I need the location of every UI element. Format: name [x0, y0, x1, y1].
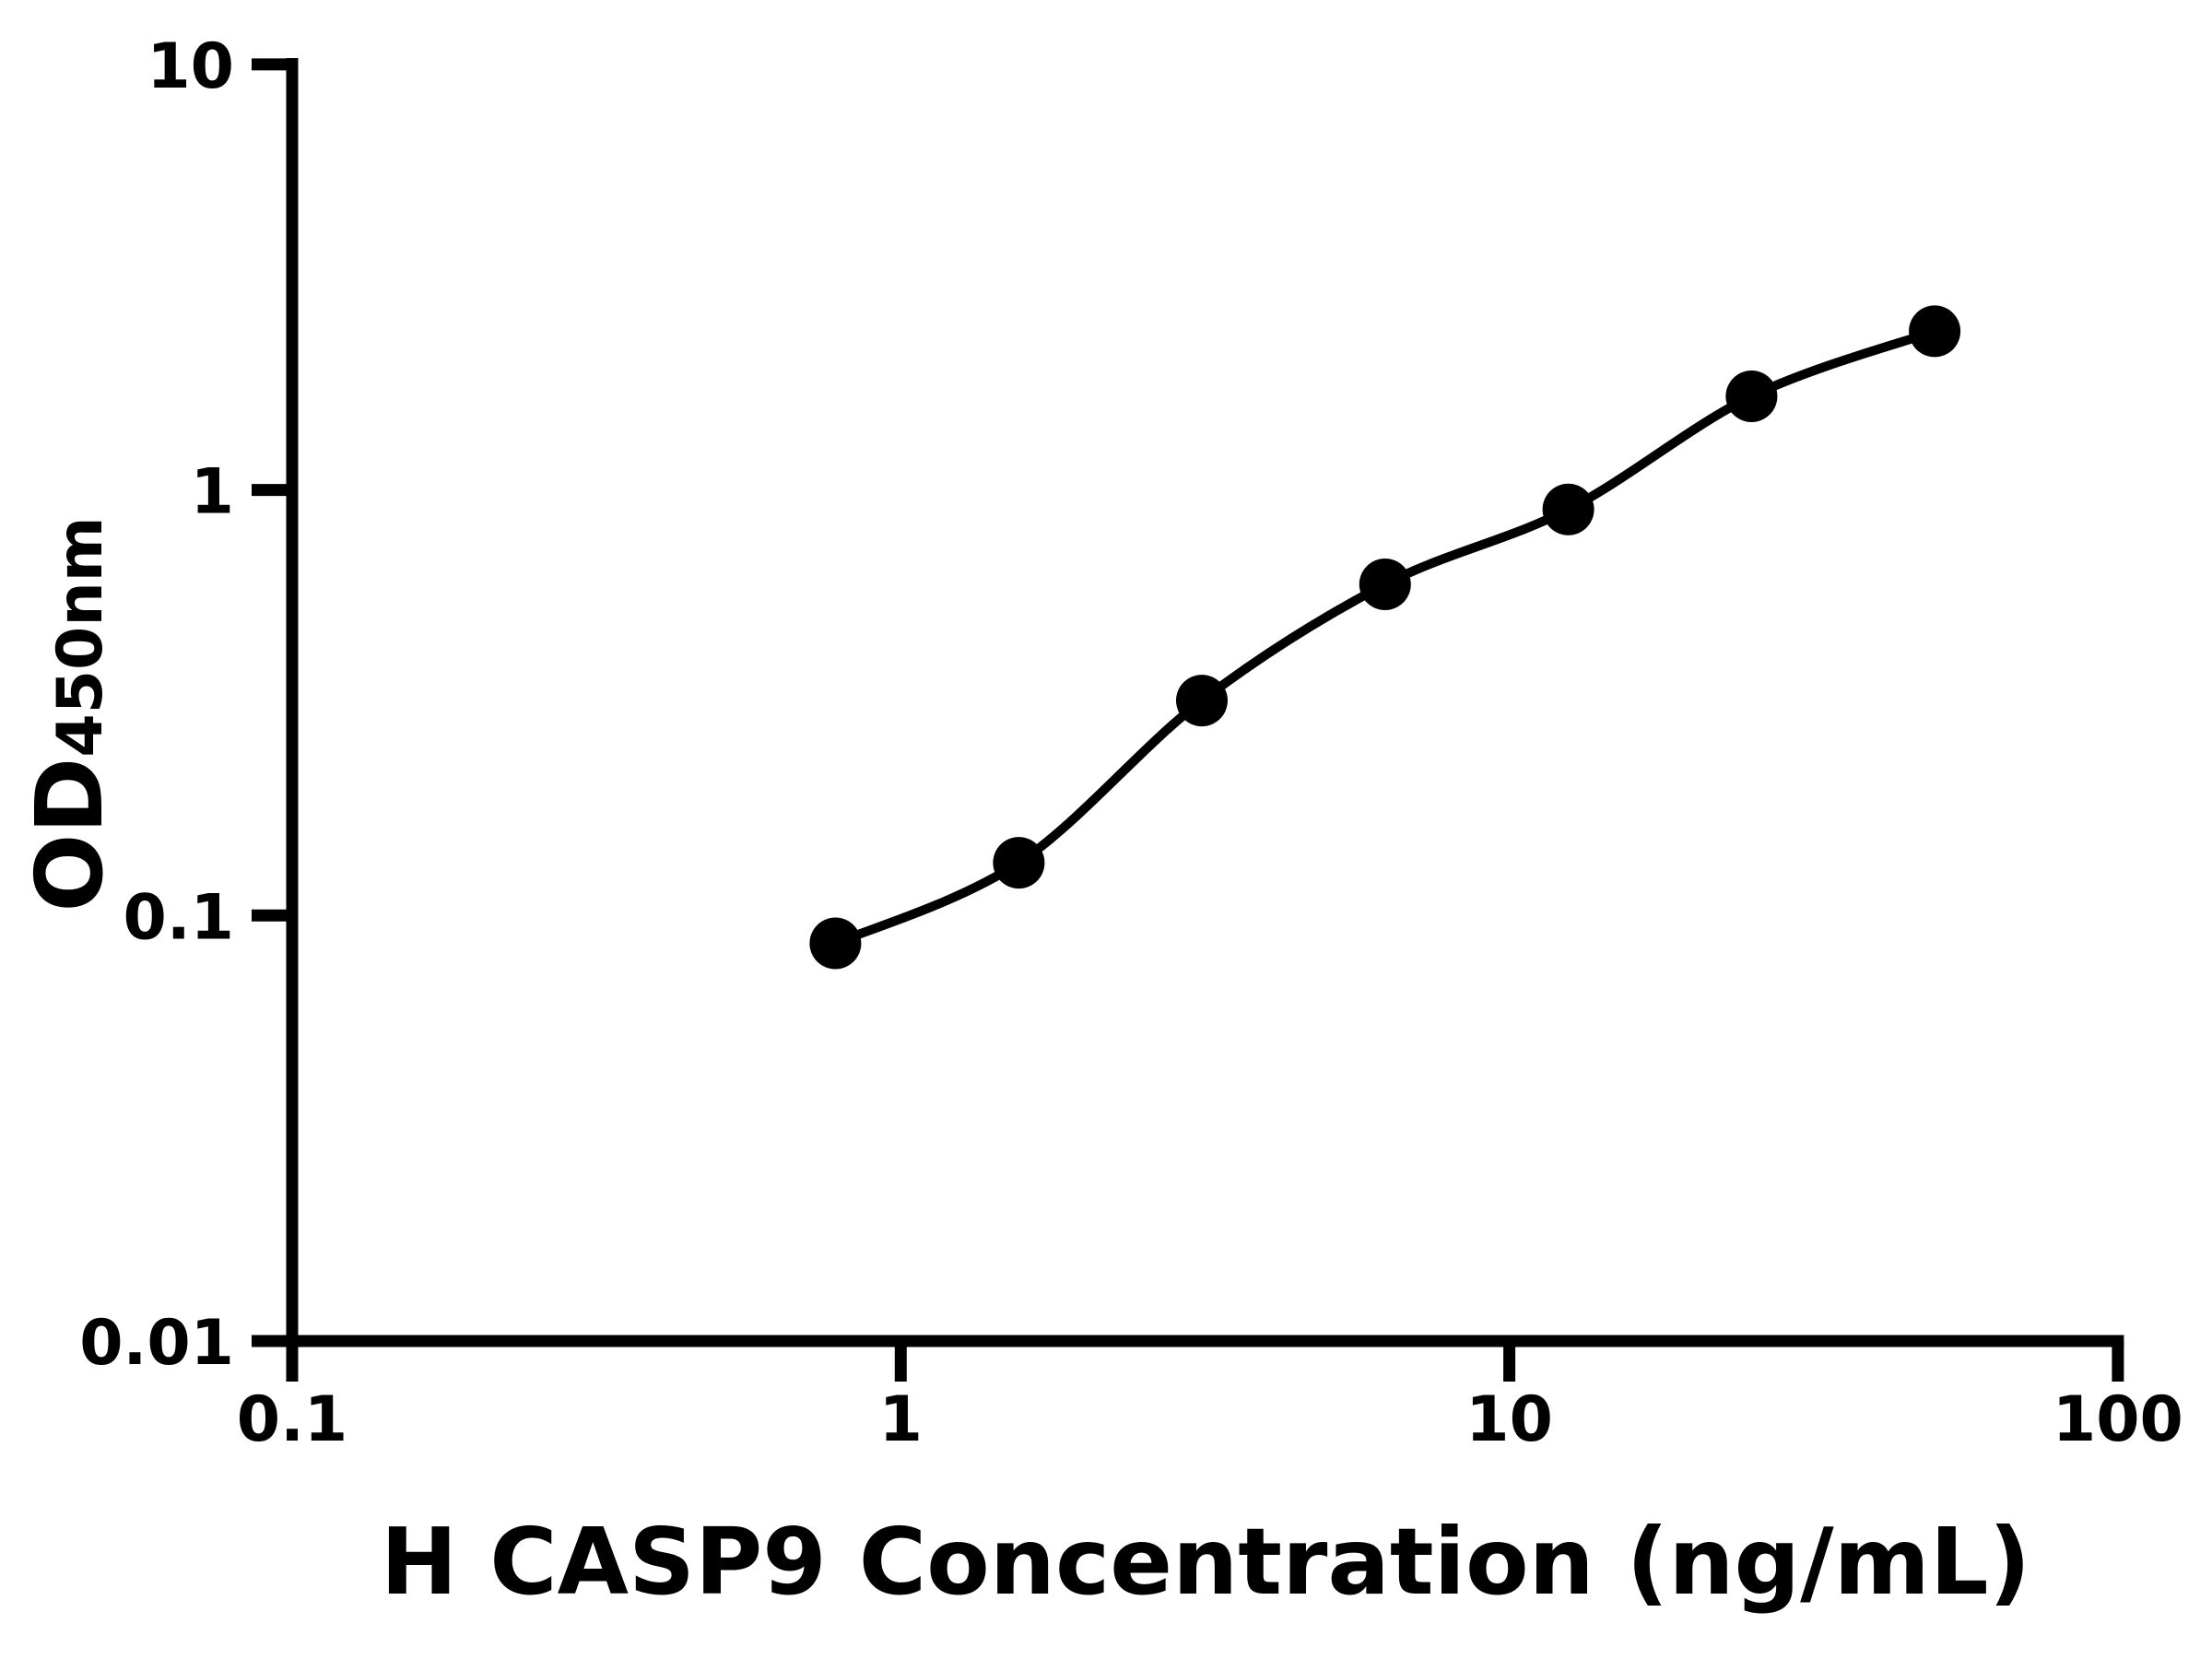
data-point-6.25 — [1359, 559, 1411, 610]
y-tick-label-10: 10 — [147, 30, 234, 103]
y-tick-label-0.01: 0.01 — [79, 1307, 234, 1380]
y-axis-title-main: OD — [16, 757, 124, 912]
x-tick-label-0.1: 0.1 — [237, 1383, 347, 1456]
y-axis-title: OD450nm — [10, 438, 130, 991]
data-point-1.563 — [993, 837, 1045, 889]
y-axis-title-subscript: 450nm — [44, 516, 117, 758]
y-tick-label-0.1: 0.1 — [124, 881, 234, 954]
data-point-12.5 — [1542, 483, 1594, 535]
x-tick-label-1: 1 — [879, 1383, 923, 1456]
data-point-3.125 — [1176, 675, 1228, 727]
x-tick-label-100: 100 — [2053, 1383, 2183, 1456]
x-tick-label-10: 10 — [1465, 1383, 1553, 1456]
data-point-50 — [1909, 305, 1961, 358]
data-point-0.781 — [809, 917, 862, 970]
data-point-25 — [1725, 371, 1778, 422]
x-axis-title: H CASP9 Concentration (ng/mL) — [380, 1508, 2031, 1616]
y-tick-label-1: 1 — [191, 456, 234, 529]
